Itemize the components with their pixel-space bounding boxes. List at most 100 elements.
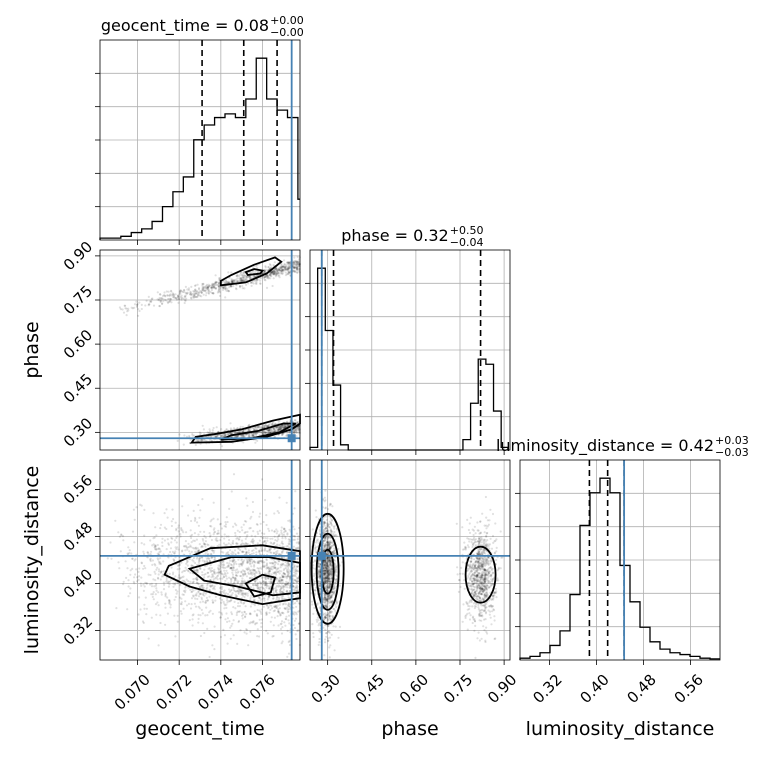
scatter-point <box>256 426 259 429</box>
scatter-point <box>272 273 275 276</box>
scatter-point <box>210 284 213 287</box>
scatter-point <box>127 309 130 312</box>
scatter-point <box>154 584 158 587</box>
scatter-point <box>260 560 263 563</box>
scatter-point <box>281 603 284 606</box>
scatter-point <box>263 277 266 280</box>
scatter-point <box>164 592 167 595</box>
scatter-point <box>238 285 241 288</box>
scatter-point <box>243 610 246 613</box>
scatter-point <box>169 298 172 301</box>
scatter-point <box>277 567 280 570</box>
scatter-point <box>211 284 214 287</box>
scatter-point <box>260 618 263 621</box>
scatter-point <box>243 274 246 277</box>
scatter-point <box>253 275 257 278</box>
scatter-point <box>196 438 199 441</box>
scatter-point <box>147 637 150 640</box>
scatter-point <box>182 443 185 446</box>
scatter-point <box>294 266 298 269</box>
scatter-point <box>218 277 221 280</box>
scatter-point <box>203 576 206 579</box>
scatter-point <box>272 277 275 280</box>
scatter-point <box>280 271 283 274</box>
scatter-point <box>197 524 200 527</box>
scatter-point <box>245 283 248 286</box>
scatter-point <box>119 550 122 553</box>
scatter-point <box>144 304 147 307</box>
scatter-point <box>314 546 318 549</box>
scatter-point <box>287 266 290 269</box>
scatter-point <box>184 540 187 543</box>
scatter-point <box>280 582 283 585</box>
scatter-point <box>248 434 251 437</box>
scatter-point <box>247 435 250 438</box>
scatter-point <box>334 573 337 577</box>
scatter-point <box>212 286 215 289</box>
scatter-point <box>242 523 245 526</box>
scatter-point <box>194 295 198 299</box>
scatter-point <box>236 277 239 280</box>
scatter-point <box>269 272 272 275</box>
scatter-point <box>198 516 201 519</box>
scatter-point <box>133 582 136 585</box>
scatter-point <box>156 291 159 294</box>
scatter-point <box>224 286 227 289</box>
scatter-point <box>294 617 298 620</box>
scatter-point <box>176 546 179 549</box>
scatter-point <box>222 542 226 545</box>
scatter-point <box>287 596 290 599</box>
scatter-point <box>177 294 180 297</box>
scatter-point <box>152 578 155 581</box>
scatter-point <box>194 295 197 298</box>
scatter-point <box>214 281 217 284</box>
scatter-point <box>197 595 201 598</box>
scatter-point <box>212 551 215 554</box>
scatter-point <box>276 530 279 533</box>
scatter-point <box>180 612 183 615</box>
scatter-point <box>268 572 271 575</box>
scatter-point <box>164 606 167 609</box>
scatter-point <box>230 598 233 602</box>
scatter-point <box>158 298 161 301</box>
scatter-point <box>157 604 160 607</box>
scatter-point <box>189 293 192 296</box>
scatter-point <box>284 271 287 274</box>
scatter-point <box>240 278 243 281</box>
scatter-point <box>174 588 177 592</box>
scatter-point <box>293 419 296 422</box>
scatter-point <box>264 275 267 278</box>
scatter-point <box>254 282 257 285</box>
scatter-point <box>218 611 221 614</box>
scatter-point <box>231 279 234 282</box>
scatter-point <box>284 265 287 268</box>
scatter-point <box>137 570 140 574</box>
scatter-point <box>183 295 187 299</box>
scatter-point <box>256 586 259 589</box>
scatter-point <box>235 274 238 277</box>
scatter-point <box>230 624 233 628</box>
scatter-point <box>219 587 222 590</box>
scatter-point <box>247 429 251 432</box>
scatter-point <box>295 532 299 535</box>
scatter-point <box>137 308 140 311</box>
scatter-point <box>253 564 256 567</box>
scatter-point <box>295 262 299 265</box>
scatter-point <box>188 550 191 553</box>
scatter-point <box>202 586 205 589</box>
scatter-point <box>280 266 283 269</box>
scatter-point <box>213 284 216 287</box>
scatter-point <box>324 499 327 502</box>
scatter-point <box>239 271 243 274</box>
scatter-point <box>224 521 227 524</box>
scatter-point <box>257 278 260 281</box>
scatter-point <box>286 655 289 659</box>
scatter-point <box>324 506 327 509</box>
scatter-point <box>250 558 253 561</box>
scatter-point <box>288 431 291 434</box>
scatter-point <box>192 578 195 581</box>
scatter-point <box>283 259 286 262</box>
scatter-point <box>187 514 190 517</box>
scatter-point <box>231 280 235 283</box>
scatter-point <box>288 261 292 264</box>
